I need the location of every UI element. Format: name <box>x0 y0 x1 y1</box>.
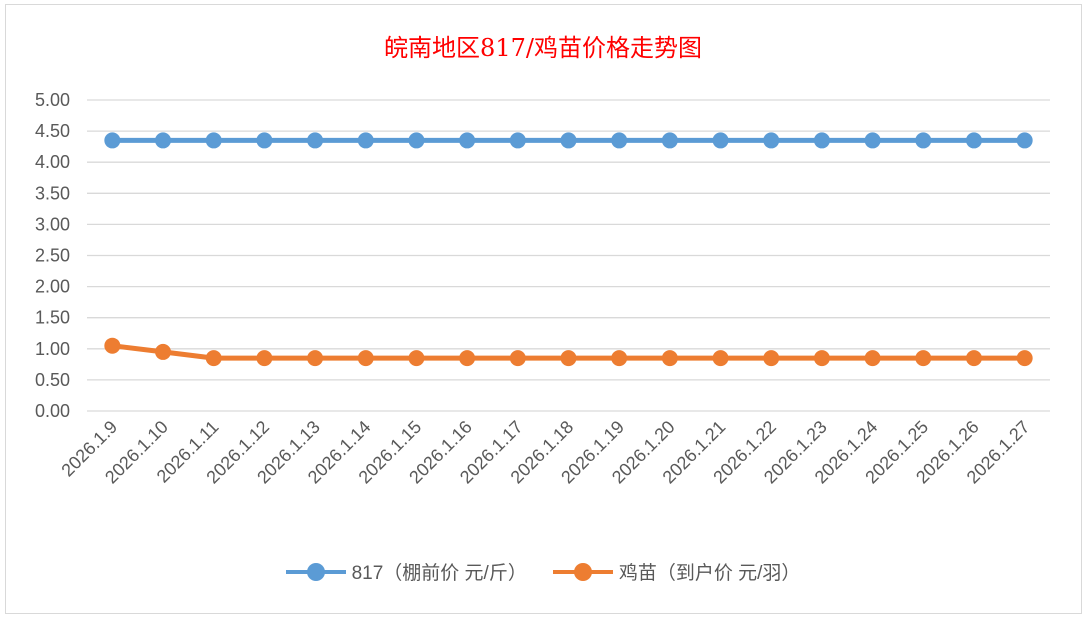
data-point <box>256 350 273 367</box>
data-point <box>357 350 374 367</box>
data-point <box>813 132 830 149</box>
data-point <box>205 132 222 149</box>
data-point <box>307 132 324 149</box>
legend: 817（棚前价 元/斤） 鸡苗（到户价 元/羽） <box>0 558 1086 585</box>
data-point <box>408 350 425 367</box>
y-tick-label: 5.00 <box>35 90 70 110</box>
data-point <box>763 132 780 149</box>
data-point <box>357 132 374 149</box>
y-tick-label: 2.00 <box>35 277 70 297</box>
legend-label: 鸡苗（到户价 元/羽） <box>618 563 801 584</box>
data-point <box>509 350 526 367</box>
chart-title: 皖南地区817/鸡苗价格走势图 <box>384 34 702 62</box>
data-point <box>661 350 678 367</box>
legend-marker-icon <box>552 562 613 581</box>
data-point <box>965 132 982 149</box>
data-point <box>459 132 476 149</box>
data-point <box>307 350 324 367</box>
data-point <box>915 350 932 367</box>
legend-item-chick: 鸡苗（到户价 元/羽） <box>552 558 801 585</box>
y-tick-label: 2.50 <box>35 246 70 266</box>
legend-marker-icon <box>285 562 346 581</box>
data-point <box>915 132 932 149</box>
y-tick-label: 3.00 <box>35 214 70 234</box>
data-point <box>864 132 881 149</box>
data-point <box>611 132 628 149</box>
y-tick-label: 1.00 <box>35 339 70 359</box>
data-point <box>965 350 982 367</box>
legend-label: 817（棚前价 元/斤） <box>351 563 527 584</box>
y-tick-label: 4.00 <box>35 152 70 172</box>
y-tick-label: 1.50 <box>35 308 70 328</box>
chart-area[interactable] <box>5 4 1082 614</box>
data-point <box>763 350 780 367</box>
data-point <box>205 350 222 367</box>
data-point <box>560 350 577 367</box>
data-point <box>712 350 729 367</box>
data-point <box>611 350 628 367</box>
data-point <box>560 132 577 149</box>
y-tick-label: 0.50 <box>35 370 70 390</box>
data-point <box>509 132 526 149</box>
y-tick-label: 4.50 <box>35 121 70 141</box>
data-point <box>813 350 830 367</box>
data-point <box>256 132 273 149</box>
data-point <box>1016 132 1033 149</box>
data-point <box>712 132 729 149</box>
y-tick-label: 0.00 <box>35 401 70 421</box>
data-point <box>104 337 121 354</box>
data-point <box>104 132 121 149</box>
data-point <box>408 132 425 149</box>
y-tick-label: 3.50 <box>35 183 70 203</box>
data-point <box>864 350 881 367</box>
legend-item-817: 817（棚前价 元/斤） <box>285 558 527 585</box>
data-point <box>661 132 678 149</box>
data-point <box>155 343 172 360</box>
data-point <box>1016 350 1033 367</box>
data-point <box>459 350 476 367</box>
data-point <box>155 132 172 149</box>
